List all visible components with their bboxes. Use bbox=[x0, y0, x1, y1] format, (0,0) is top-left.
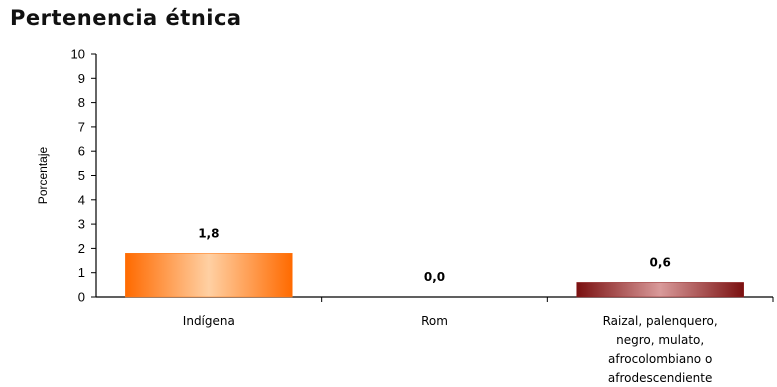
data-label: 0,6 bbox=[650, 255, 671, 269]
bar bbox=[125, 253, 293, 298]
x-tick-label: Raizal, palenquero, bbox=[603, 314, 718, 328]
x-tick-label: Rom bbox=[421, 314, 448, 328]
y-tick-label: 10 bbox=[71, 47, 85, 62]
y-tick-label: 7 bbox=[78, 119, 85, 134]
y-tick-label: 3 bbox=[78, 217, 85, 232]
labels: 1,8 Indígena 0,0 Rom 0,6 Raizal, palenquero, n… bbox=[183, 226, 718, 385]
y-tick-label: 9 bbox=[78, 71, 85, 86]
y-tick-label: 5 bbox=[78, 168, 85, 183]
y-tick-label: 1 bbox=[78, 265, 85, 280]
y-tick-label: 8 bbox=[78, 95, 85, 110]
x-tick-label: afrocolombiano o bbox=[608, 352, 712, 366]
bar bbox=[576, 282, 744, 298]
x-tick-label: afrodescendiente bbox=[608, 371, 712, 385]
y-tick-label: 0 bbox=[78, 290, 85, 305]
x-tick-label: Indígena bbox=[183, 314, 235, 328]
y-tick-label: 6 bbox=[78, 144, 85, 159]
data-label: 0,0 bbox=[424, 270, 445, 284]
y-axis-title: Porcentaje bbox=[36, 146, 50, 204]
y-tick-label: 2 bbox=[78, 241, 85, 256]
x-tick-label: negro, mulato, bbox=[616, 333, 704, 347]
data-label: 1,8 bbox=[198, 226, 219, 240]
bars bbox=[125, 253, 744, 298]
y-tick-label: 4 bbox=[78, 192, 85, 207]
chart-title: Pertenencia étnica bbox=[10, 6, 242, 30]
